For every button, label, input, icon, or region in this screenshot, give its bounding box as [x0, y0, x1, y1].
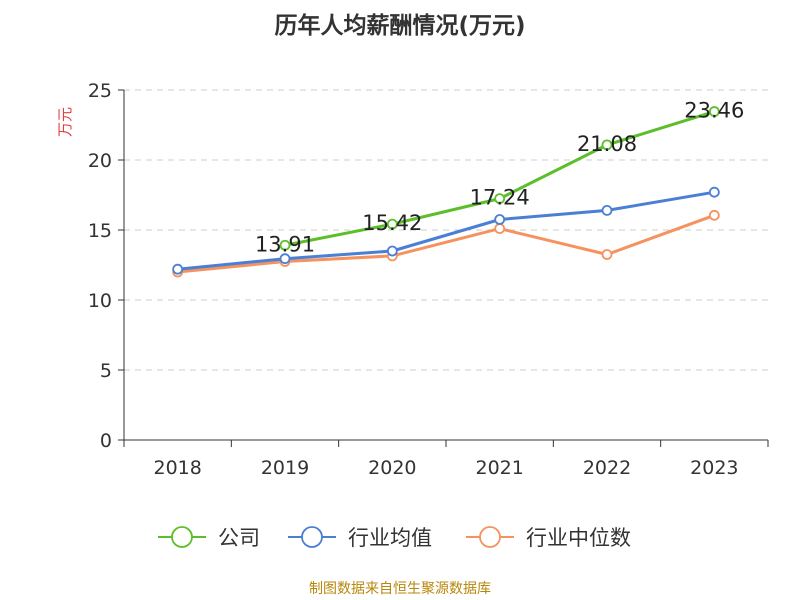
data-point — [708, 106, 720, 117]
legend-label: 行业中位数 — [526, 526, 631, 550]
x-tick-label: 2023 — [690, 457, 738, 479]
y-tick-label: 20 — [88, 150, 112, 172]
y-tick-label: 5 — [100, 360, 112, 382]
x-tick-label: 2019 — [261, 457, 309, 479]
data-point — [601, 204, 613, 216]
data-point — [708, 186, 720, 198]
axes: 0 5 10 15 20 25 2018 2019 2020 2021 2022 2023 — [88, 80, 769, 479]
data-point — [279, 239, 291, 251]
legend: 公司 行业均值 行业中位数 — [158, 526, 631, 550]
legend-swatch-marker — [479, 526, 501, 548]
series-0 — [279, 106, 720, 251]
data-point — [601, 249, 613, 260]
data-point — [708, 209, 720, 221]
y-tick-label: 10 — [88, 290, 112, 312]
x-tick-label: 2021 — [475, 457, 523, 479]
legend-item: 行业均值 — [288, 526, 432, 550]
y-axis-label: 万元 — [56, 107, 74, 137]
series-1 — [172, 186, 720, 275]
data-point — [494, 214, 506, 225]
data-label: 13.91 — [255, 232, 315, 256]
y-tick-label: 25 — [88, 80, 112, 102]
legend-item: 公司 — [158, 526, 260, 550]
data-label: 21.08 — [577, 132, 637, 156]
series-line — [177, 190, 715, 271]
data-label: 15.42 — [362, 211, 422, 235]
grid-lines — [124, 89, 768, 371]
data-label: 17.24 — [470, 186, 530, 210]
data-point — [386, 218, 398, 230]
data-point — [494, 193, 506, 205]
chart-title: 历年人均薪酬情况(万元) — [274, 12, 525, 39]
data-point — [386, 245, 398, 257]
data-point — [494, 223, 506, 235]
data-point — [172, 263, 184, 275]
data-point — [601, 139, 613, 151]
series-line — [177, 213, 715, 274]
y-tick-label: 0 — [100, 430, 112, 452]
source-note: 制图数据来自恒生聚源数据库 — [309, 581, 491, 597]
data-label: 23.46 — [684, 99, 744, 123]
legend-swatch-marker — [171, 526, 193, 548]
y-tick-label: 15 — [88, 220, 112, 242]
legend-swatch-marker — [301, 526, 323, 548]
data-point — [279, 253, 291, 265]
data-labels: 13.91 15.42 17.24 21.08 23.46 — [255, 99, 744, 257]
x-tick-label: 2018 — [153, 457, 201, 479]
x-tick-label: 2020 — [368, 457, 416, 479]
legend-label: 行业均值 — [348, 526, 432, 550]
legend-item: 行业中位数 — [466, 526, 631, 550]
series-group — [172, 106, 720, 278]
x-tick-label: 2022 — [583, 457, 631, 479]
legend-label: 公司 — [218, 526, 260, 550]
